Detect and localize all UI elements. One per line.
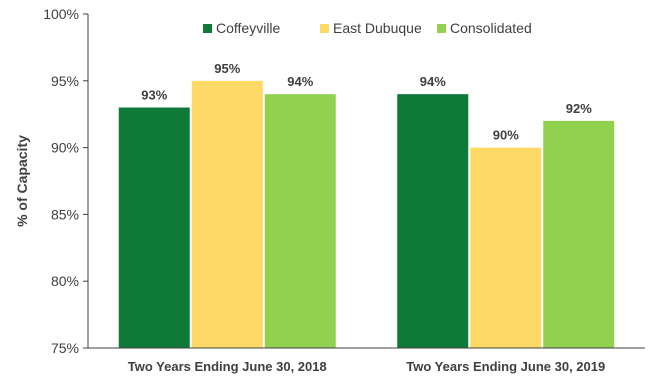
y-tick-label: 100% [43, 6, 79, 22]
bar-coffeyville [118, 107, 190, 349]
legend-label: East Dubuque [333, 20, 422, 36]
y-tick-label: 90% [51, 140, 79, 156]
legend-label: Consolidated [450, 20, 532, 36]
y-tick-label: 80% [51, 273, 79, 289]
y-axis: 75% 80% 85% 90% 95% 100% [43, 6, 89, 356]
x-axis: Two Years Ending June 30, 2018 Two Years … [88, 347, 645, 374]
y-tick-label: 85% [51, 206, 79, 222]
data-label: 94% [287, 74, 313, 89]
legend-label: Coffeyville [216, 20, 281, 36]
data-label: 95% [214, 61, 240, 76]
x-tick-label: Two Years Ending June 30, 2018 [128, 359, 327, 374]
data-label: 93% [141, 88, 167, 103]
bar-east-dubuque [470, 147, 542, 348]
data-label: 92% [566, 101, 592, 116]
bar-consolidated [543, 120, 615, 348]
y-tick-label: 75% [51, 340, 79, 356]
bars: 93% 95% 94% 94% 90% 92% [118, 61, 615, 349]
bar-consolidated [264, 94, 336, 348]
legend-swatch [320, 24, 329, 33]
bar-coffeyville [397, 94, 469, 348]
data-label: 94% [420, 74, 446, 89]
legend-swatch [203, 24, 212, 33]
legend: Coffeyville East Dubuque Consolidated [203, 20, 532, 36]
data-label: 90% [493, 128, 519, 143]
legend-swatch [437, 24, 446, 33]
y-tick-label: 95% [51, 73, 79, 89]
y-axis-label: % of Capacity [14, 135, 30, 227]
bar-east-dubuque [191, 80, 263, 349]
x-tick-label: Two Years Ending June 30, 2019 [406, 359, 605, 374]
